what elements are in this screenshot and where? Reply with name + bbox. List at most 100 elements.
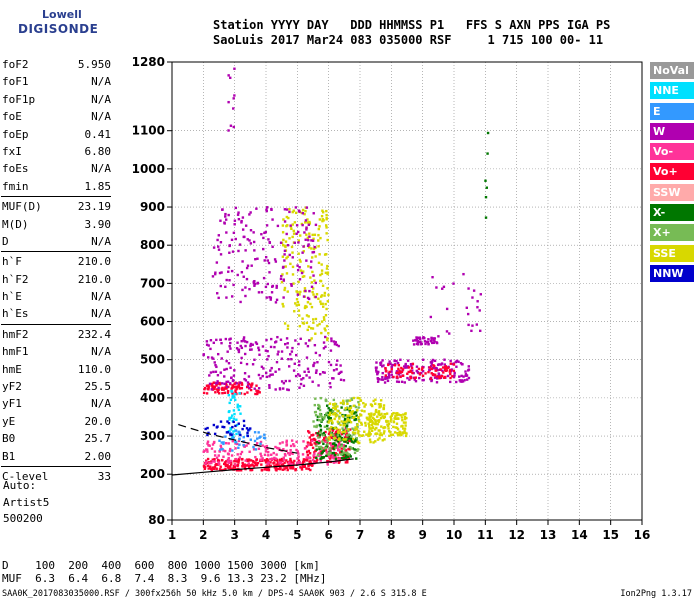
echo-point-w [294, 206, 298, 209]
echo-point-vo [236, 463, 240, 467]
param-value: 23.19 [77, 200, 111, 214]
echo-point-x [317, 436, 320, 439]
echo-point-w [212, 370, 215, 374]
echo-point-w [232, 283, 235, 287]
echo-point-x [350, 438, 353, 441]
echo-point-w [299, 382, 303, 386]
echo-point-sse [313, 279, 316, 282]
echo-point-w [264, 371, 268, 375]
echo-point-sse [374, 440, 377, 443]
echo-point-sse [336, 409, 339, 413]
echo-point-w [241, 228, 245, 231]
echo-point-sse [368, 438, 372, 441]
y-tick-label: 1100 [132, 124, 165, 138]
echo-point-sse [405, 416, 408, 420]
echo-point-vo [293, 459, 296, 463]
echo-point-sse [309, 302, 312, 306]
echo-point-vo [239, 452, 242, 456]
echo-point-vo [340, 432, 344, 436]
echo-point-nne [228, 401, 231, 405]
echo-point-w [217, 386, 220, 390]
echo-point-sse [396, 428, 400, 431]
echo-point-nne [229, 428, 232, 431]
echo-point-w [210, 356, 214, 359]
echo-point-vo [217, 454, 220, 457]
echo-point-vo [269, 464, 272, 467]
echo-point-nnw [239, 433, 242, 437]
echo-point-w [224, 212, 227, 216]
echo-point-sse [327, 293, 330, 297]
echo-point-vo [449, 376, 452, 380]
echo-point-vo [244, 464, 248, 467]
echo-point-x [353, 451, 357, 455]
echo-point-x [325, 399, 328, 403]
echo-point-w [467, 368, 471, 371]
echo-point-w [465, 306, 468, 309]
echo-point-sse [389, 433, 393, 437]
echo-point-vo [224, 467, 227, 471]
echo-point-e [263, 437, 267, 440]
echo-point-sse [342, 424, 345, 427]
echo-point-vo [213, 465, 217, 469]
echo-point-w [239, 344, 242, 348]
echo-point-w [388, 376, 391, 379]
echo-point-vo [287, 461, 291, 465]
echo-point-w [252, 231, 255, 234]
echo-point-w [475, 323, 479, 326]
echo-point-w [248, 287, 251, 291]
echo-point-x [330, 408, 333, 412]
echo-point-sse [401, 418, 404, 422]
echo-point-vo [204, 462, 207, 465]
echo-point-sse [344, 420, 347, 424]
echo-point-w [471, 296, 474, 299]
echo-point-sse [288, 207, 291, 211]
echo-point-sse [332, 406, 335, 410]
echo-point-sse [382, 432, 386, 435]
param-name: yF1 [2, 397, 22, 411]
echo-point-sse [377, 429, 380, 432]
echo-point-w [208, 382, 212, 385]
param-divider [1, 196, 111, 198]
echo-point-sse [374, 422, 377, 426]
echo-point-vo [215, 388, 219, 391]
echo-point-w [242, 338, 245, 341]
echo-point-vo [441, 366, 445, 369]
echo-point-vo [213, 454, 217, 457]
echo-point-sse [324, 224, 328, 227]
echo-point-sse [281, 244, 285, 247]
echo-point-vo [250, 385, 253, 388]
echo-point-w [414, 379, 418, 383]
echo-point-sse [311, 233, 314, 237]
echo-point-x [325, 412, 328, 415]
echo-point-nne [233, 412, 236, 416]
echo-point-vo [285, 444, 288, 447]
echo-point-vo [295, 448, 298, 452]
echo-point-sse [386, 423, 389, 426]
echo-point-w [440, 362, 444, 365]
echo-point-w [416, 341, 420, 344]
echo-point-w [460, 363, 464, 366]
echo-point-x [316, 418, 319, 422]
echo-point-x [323, 415, 327, 418]
echo-point-sse [355, 427, 359, 430]
echo-point-vo [300, 466, 304, 470]
echo-point-vo [308, 456, 311, 459]
echo-point-w [286, 243, 290, 247]
echo-point-sse [286, 290, 289, 293]
echo-point-vo [315, 460, 318, 464]
echo-point-sse [392, 420, 396, 424]
echo-point-sse [292, 209, 295, 212]
echo-point-sse [299, 260, 302, 263]
echo-point-w [232, 374, 236, 377]
echo-point-sse [317, 261, 321, 265]
echo-point-vo [276, 464, 280, 467]
echo-point-w [257, 373, 261, 377]
echo-point-vo [210, 447, 214, 450]
echo-point-w [253, 284, 256, 287]
echo-point-sse [396, 433, 400, 437]
echo-point-vo [409, 369, 412, 372]
echo-point-sse [404, 431, 407, 435]
echo-point-w [232, 231, 236, 235]
echo-point-vo [324, 430, 327, 434]
echo-point-w [467, 323, 470, 327]
